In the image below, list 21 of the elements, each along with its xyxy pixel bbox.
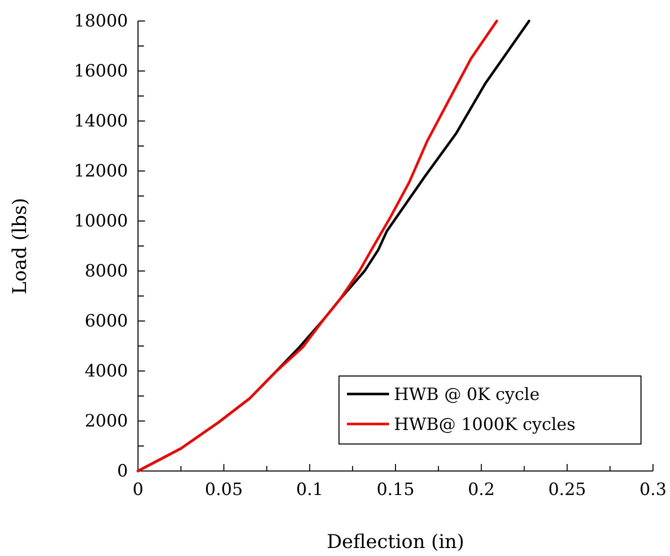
legend-label: HWB @ 0K cycle <box>394 385 540 405</box>
legend-label: HWB@ 1000K cycles <box>394 415 576 435</box>
y-axis-title: Load (lbs) <box>9 198 31 294</box>
x-tick-label: 0.15 <box>376 480 414 500</box>
y-tick-label: 10000 <box>74 211 128 232</box>
x-tick-label: 0.3 <box>639 480 667 500</box>
y-tick-label: 2000 <box>84 411 128 432</box>
y-tick-label: 0 <box>117 461 128 482</box>
y-tick-label: 6000 <box>84 311 128 332</box>
y-tick-label: 4000 <box>84 361 128 382</box>
x-tick-label: 0.25 <box>548 480 586 500</box>
y-tick-label: 16000 <box>74 61 128 82</box>
y-tick-label: 8000 <box>84 261 128 282</box>
x-tick-label: 0.2 <box>468 480 495 500</box>
x-tick-label: 0 <box>132 480 144 500</box>
y-tick-label: 18000 <box>74 11 128 32</box>
y-tick-label: 14000 <box>74 111 128 132</box>
x-axis-title: Deflection (in) <box>326 531 464 553</box>
x-tick-label: 0.05 <box>204 480 243 500</box>
y-tick-label: 12000 <box>74 161 128 182</box>
x-tick-label: 0.1 <box>296 480 324 500</box>
